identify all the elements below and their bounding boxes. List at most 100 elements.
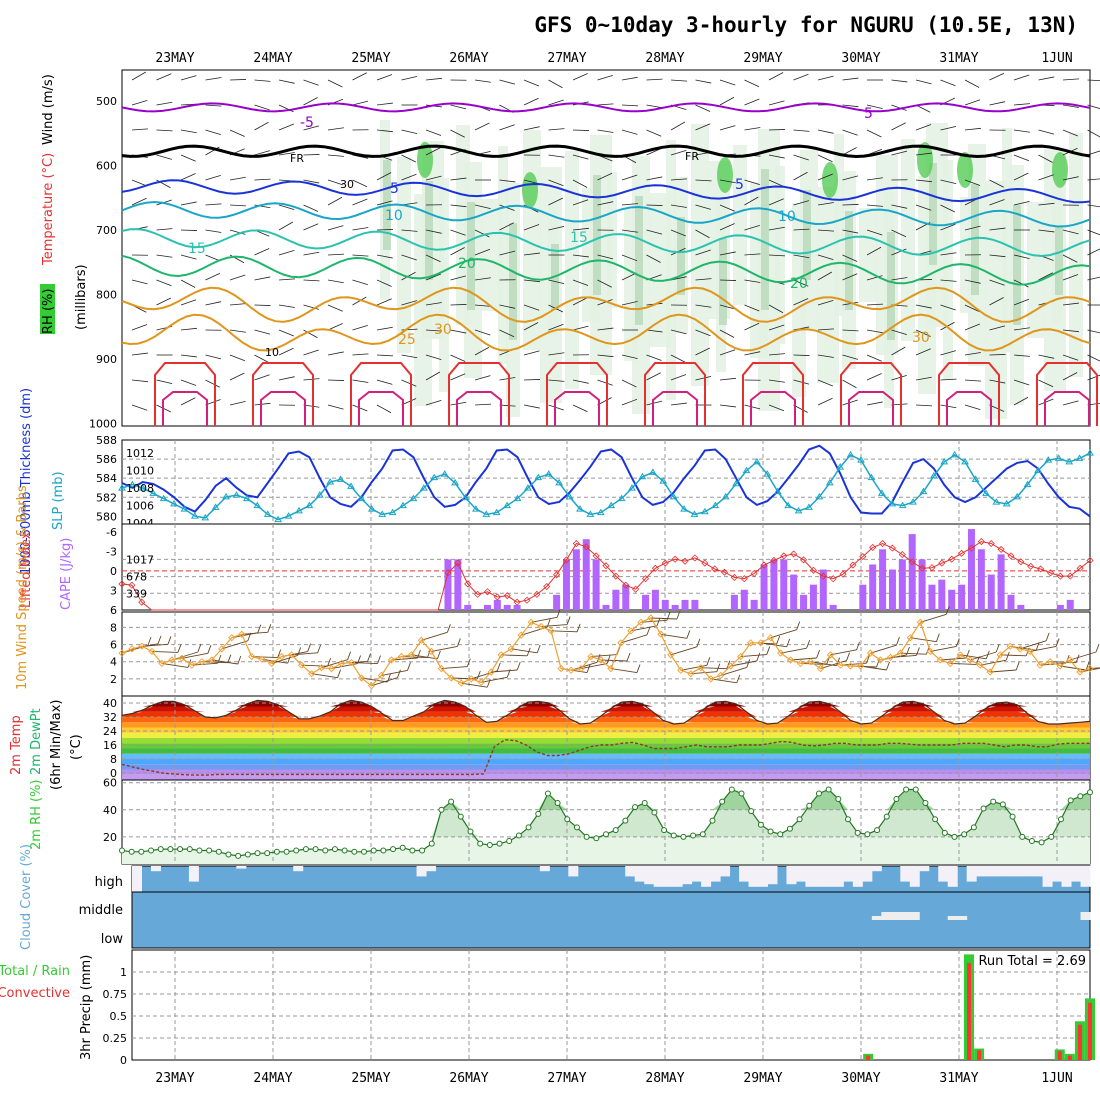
upper-barb-38-13: [1062, 400, 1079, 406]
cloud-high-gap-54: [644, 866, 655, 885]
temp-grid: [122, 696, 1090, 780]
slp-point-37: [503, 501, 512, 509]
upper-barb-26-0: [768, 72, 784, 81]
wind-speed-point-48: [597, 656, 605, 664]
upper-barb-3-2: [205, 129, 221, 136]
top-date-5: 28MAY: [645, 51, 684, 66]
cape-bar-78: [888, 569, 896, 610]
slp-point-16: [284, 512, 293, 519]
lifted-point-34: [454, 559, 462, 567]
upper-barb-7-4: [303, 179, 320, 184]
upper-barb-34-2: [964, 127, 981, 131]
upper-barb-9-6: [352, 227, 369, 231]
lifted-point-81: [918, 564, 926, 572]
upper-barb-23-2: [695, 123, 711, 131]
slp-point-68: [825, 478, 834, 486]
wind10m-barb-flag-71: [856, 641, 860, 651]
rh-point-36: [467, 828, 474, 835]
lifted-point-77: [879, 539, 887, 548]
upper-barb-13-1: [450, 104, 467, 110]
upper-barb-32-10: [915, 329, 931, 337]
upper-barb-3-13: [205, 399, 221, 406]
wind10m-barb-flag-70: [846, 652, 850, 661]
wind-speed-point-80: [916, 618, 924, 626]
upper-barb-35-5: [989, 199, 1005, 206]
wind10m-barb-20: [321, 659, 348, 669]
wind-speed-point-38: [497, 651, 505, 659]
rh-core-45: [1013, 205, 1021, 325]
upper-barb-25-13: [744, 404, 761, 410]
pressure-tick-5: 1000: [89, 417, 117, 430]
wind10m-barb-80: [920, 613, 947, 623]
upper-barb-27-2: [793, 129, 810, 132]
rh-high-0: [417, 142, 433, 178]
rh-high-6: [1052, 152, 1068, 188]
rh-point-83: [922, 800, 929, 807]
upper-barb-36-2: [1013, 129, 1030, 133]
upper-barb-4-9: [229, 303, 246, 306]
upper-barb-3-0: [205, 77, 222, 81]
cloud-high-gap-61: [710, 866, 721, 882]
top-date-7: 30MAY: [841, 51, 880, 66]
upper-barb-30-9: [866, 303, 883, 306]
wind-speed-point-77: [886, 653, 895, 662]
upper-barb-27-3: [793, 154, 809, 161]
upper-barb-10-11: [376, 354, 393, 357]
wind10m-barb-flag-20: [347, 651, 352, 660]
slp-point-23: [357, 494, 366, 502]
upper-barb-31-0: [891, 79, 908, 83]
upper-barb-27-7: [793, 254, 810, 259]
rh-point-26: [370, 847, 377, 854]
label-20-1: 20: [458, 256, 476, 272]
hot-dome-red-7: [840, 362, 902, 426]
label-10-1: 10: [385, 208, 403, 224]
upper-barb-32-11: [915, 348, 931, 356]
cloud-high-gap-76: [852, 866, 863, 887]
slp-point-88: [1034, 466, 1042, 474]
slp-point-7: [190, 512, 199, 519]
label-25: 25: [398, 332, 416, 348]
upper-barb-32-4: [915, 179, 932, 183]
wind10m-barb-flag-63: [776, 635, 781, 645]
wind-speed-point-69: [806, 658, 815, 666]
cape-bar-80: [908, 534, 916, 610]
wind10m-barb-78: [900, 652, 927, 655]
wind-speed-point-25: [367, 682, 376, 690]
cloud-high-gap-97: [1052, 866, 1063, 882]
lifted-point-46: [572, 539, 580, 548]
slp-point-46: [596, 508, 605, 516]
wind10m-barb-49: [610, 668, 638, 674]
upper-barb-19-8: [597, 279, 612, 288]
wind10m-barb-70: [820, 660, 847, 670]
cloud-high-gap-95: [1033, 866, 1044, 877]
hot-dome-magenta-2: [358, 391, 404, 426]
cloud-high-gap-98: [1061, 866, 1072, 887]
rh-point-70: [796, 816, 803, 823]
upper-barb-8-0: [327, 79, 343, 88]
slp-point-82: [971, 475, 980, 482]
lifted-point-59: [701, 559, 709, 567]
cloud-high-gap-57: [672, 866, 683, 887]
upper-barb-28-7: [817, 254, 834, 261]
temp-band-13: [122, 706, 1090, 712]
dewpt2m-label: 2m DewPt: [29, 708, 44, 775]
lifted-point-53: [641, 575, 650, 583]
upper-barb-7-7: [303, 251, 320, 256]
rh-core-30: [803, 190, 811, 280]
wind10m-barb-39: [511, 648, 538, 654]
rh-point-80: [893, 795, 900, 802]
upper-barb-28-6: [817, 229, 834, 232]
upper-barb-2-3: [180, 154, 196, 162]
thickness-slp-series: [118, 444, 1094, 523]
upper-barb-38-1: [1062, 104, 1079, 108]
label-15-2: 15: [570, 230, 588, 246]
lifted-point-86: [967, 544, 976, 552]
upper-barb-21-10: [646, 329, 663, 333]
upper-barb-10-6: [376, 229, 394, 231]
slp-point-74: [888, 499, 897, 507]
wind10m-barb-62: [740, 654, 767, 658]
upper-barb-8-10: [327, 323, 343, 331]
wind-speed-point-76: [876, 656, 885, 664]
wind10m-barb-flag-53: [676, 610, 681, 620]
upper-barb-8-6: [327, 225, 344, 231]
